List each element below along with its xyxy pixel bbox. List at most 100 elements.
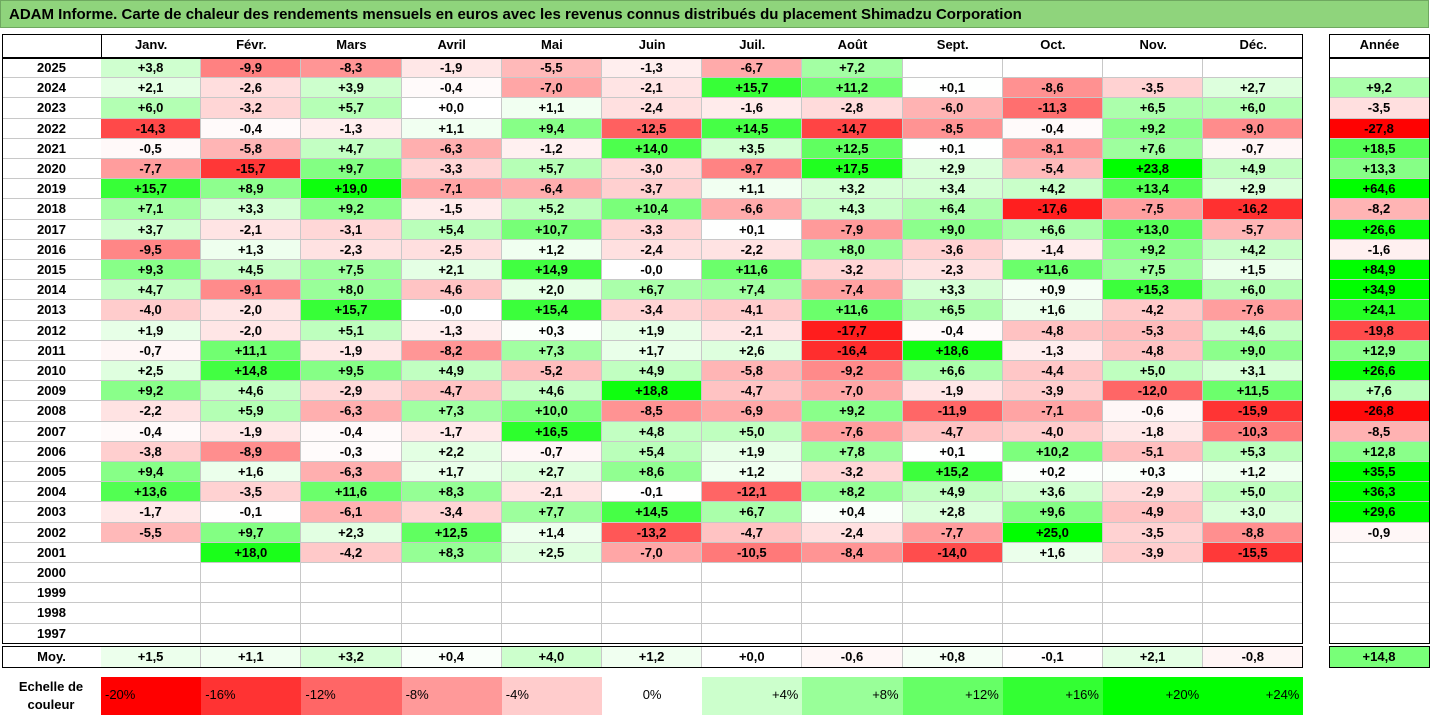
heatmap-cell: +11,1 bbox=[201, 340, 302, 361]
heatmap-cell: +2,7 bbox=[501, 462, 602, 483]
heatmap-cell: -11,9 bbox=[902, 401, 1003, 422]
heatmap-cell: +2,1 bbox=[101, 78, 202, 99]
heatmap-cell: -6,1 bbox=[301, 502, 402, 523]
heatmap-cell: -2,2 bbox=[702, 239, 803, 260]
heatmap-cell: +9,0 bbox=[1203, 340, 1304, 361]
heatmap-cell: -6,6 bbox=[702, 199, 803, 220]
color-scale-stop: -16% bbox=[201, 677, 302, 715]
heatmap-cell bbox=[1002, 563, 1103, 584]
heatmap-cell bbox=[602, 603, 703, 624]
heatmap-cell bbox=[101, 542, 202, 563]
year-label: 2007 bbox=[2, 421, 101, 442]
heatmap-cell: +14,5 bbox=[602, 502, 703, 523]
heatmap-cell: -0,4 bbox=[902, 320, 1003, 341]
heatmap-cell: +3,2 bbox=[802, 179, 903, 200]
heatmap-cell: +1,6 bbox=[201, 462, 302, 483]
heatmap-cell: +7,7 bbox=[501, 502, 602, 523]
heatmap-cell: +15,2 bbox=[902, 462, 1003, 483]
heatmap-cell: -2,1 bbox=[201, 219, 302, 240]
heatmap-cell: -2,3 bbox=[902, 260, 1003, 281]
heatmap-cell: -2,9 bbox=[301, 381, 402, 402]
heatmap-cell: -5,2 bbox=[501, 361, 602, 382]
heatmap-cell bbox=[101, 583, 202, 604]
heatmap-cell: -15,5 bbox=[1203, 542, 1304, 563]
heatmap-cell: +1,9 bbox=[702, 441, 803, 462]
month-header: Août bbox=[837, 37, 868, 52]
heatmap-cell: +2,3 bbox=[301, 522, 402, 543]
heatmap-cell: -6,3 bbox=[301, 401, 402, 422]
heatmap-cell: -4,8 bbox=[1103, 340, 1204, 361]
heatmap-cell: +4,9 bbox=[1203, 159, 1304, 180]
heatmap-cell: +0,4 bbox=[802, 502, 903, 523]
heatmap-cell: -1,7 bbox=[101, 502, 202, 523]
heatmap-cell: +3,1 bbox=[1203, 361, 1304, 382]
heatmap-cell bbox=[1203, 623, 1304, 644]
heatmap-cell: -4,7 bbox=[401, 381, 502, 402]
annual-cell: +13,3 bbox=[1329, 159, 1430, 180]
heatmap-cell: -1,4 bbox=[1002, 239, 1103, 260]
heatmap-cell: -15,9 bbox=[1203, 401, 1304, 422]
heatmap-cell: +3,0 bbox=[1203, 502, 1304, 523]
heatmap-cell bbox=[1002, 58, 1103, 79]
heatmap-cell: +4,7 bbox=[301, 138, 402, 159]
heatmap-cell: +18,6 bbox=[902, 340, 1003, 361]
heatmap-cell: -0,1 bbox=[201, 502, 302, 523]
heatmap-cell: +15,3 bbox=[1103, 280, 1204, 301]
heatmap-cell bbox=[802, 583, 903, 604]
year-label: 2025 bbox=[2, 58, 101, 79]
heatmap-cell: -9,5 bbox=[101, 239, 202, 260]
heatmap-cell: -13,2 bbox=[602, 522, 703, 543]
heatmap-cell: +6,6 bbox=[902, 361, 1003, 382]
heatmap-cell: -1,9 bbox=[201, 421, 302, 442]
month-header: Févr. bbox=[236, 37, 267, 52]
heatmap-cell: -16,2 bbox=[1203, 199, 1304, 220]
heatmap-cell: -1,3 bbox=[301, 118, 402, 139]
heatmap-cell: -1,3 bbox=[401, 320, 502, 341]
color-scale-stop: +16% bbox=[1002, 677, 1103, 715]
heatmap-cell: +8,6 bbox=[602, 462, 703, 483]
heatmap-cell: +19,0 bbox=[301, 179, 402, 200]
heatmap-cell: +0,0 bbox=[401, 98, 502, 119]
annual-cell: -0,9 bbox=[1329, 522, 1430, 543]
heatmap-cell: -4,2 bbox=[301, 542, 402, 563]
heatmap-cell: -0,7 bbox=[1203, 138, 1304, 159]
heatmap-cell: -8,6 bbox=[1002, 78, 1103, 99]
heatmap-cell: +15,4 bbox=[501, 300, 602, 321]
heatmap-cell: -3,2 bbox=[802, 462, 903, 483]
heatmap-cell: +4,3 bbox=[802, 199, 903, 220]
heatmap-cell: +9,6 bbox=[1002, 502, 1103, 523]
color-scale-stop: 0% bbox=[602, 677, 703, 715]
heatmap-cell: -4,9 bbox=[1103, 502, 1204, 523]
heatmap-cell: -1,3 bbox=[1002, 340, 1103, 361]
heatmap-cell: +9,5 bbox=[301, 361, 402, 382]
year-label: 2023 bbox=[2, 98, 101, 119]
heatmap-cell: +15,7 bbox=[301, 300, 402, 321]
heatmap-cell bbox=[1203, 583, 1304, 604]
heatmap-cell: +23,8 bbox=[1103, 159, 1204, 180]
heatmap-cell bbox=[401, 563, 502, 584]
color-scale-stop: +20% bbox=[1103, 677, 1204, 715]
heatmap-cell: +3,3 bbox=[201, 199, 302, 220]
heatmap-cell: +6,0 bbox=[1203, 280, 1304, 301]
average-cell: +0,0 bbox=[702, 646, 803, 668]
heatmap-cell: +11,5 bbox=[1203, 381, 1304, 402]
heatmap-cell: +5,0 bbox=[1203, 482, 1304, 503]
heatmap-cell: -3,3 bbox=[401, 159, 502, 180]
annual-cell: -26,8 bbox=[1329, 401, 1430, 422]
heatmap-cell: -6,3 bbox=[301, 462, 402, 483]
average-cell: -0,1 bbox=[1002, 646, 1103, 668]
year-label: 2001 bbox=[2, 542, 101, 563]
heatmap-cell: -3,5 bbox=[1103, 522, 1204, 543]
month-header: Oct. bbox=[1040, 37, 1066, 52]
heatmap-cell: +6,0 bbox=[101, 98, 202, 119]
heatmap-cell: +2,6 bbox=[702, 340, 803, 361]
month-header: Déc. bbox=[1239, 37, 1268, 52]
heatmap-cell: +5,7 bbox=[501, 159, 602, 180]
heatmap-cell: +3,8 bbox=[101, 58, 202, 79]
heatmap-cell: +15,7 bbox=[101, 179, 202, 200]
heatmap-cell: -3,9 bbox=[1103, 542, 1204, 563]
heatmap-cell: +5,4 bbox=[401, 219, 502, 240]
heatmap-cell: -0,0 bbox=[602, 260, 703, 281]
year-label: 2017 bbox=[2, 219, 101, 240]
heatmap-cell: +5,0 bbox=[1103, 361, 1204, 382]
